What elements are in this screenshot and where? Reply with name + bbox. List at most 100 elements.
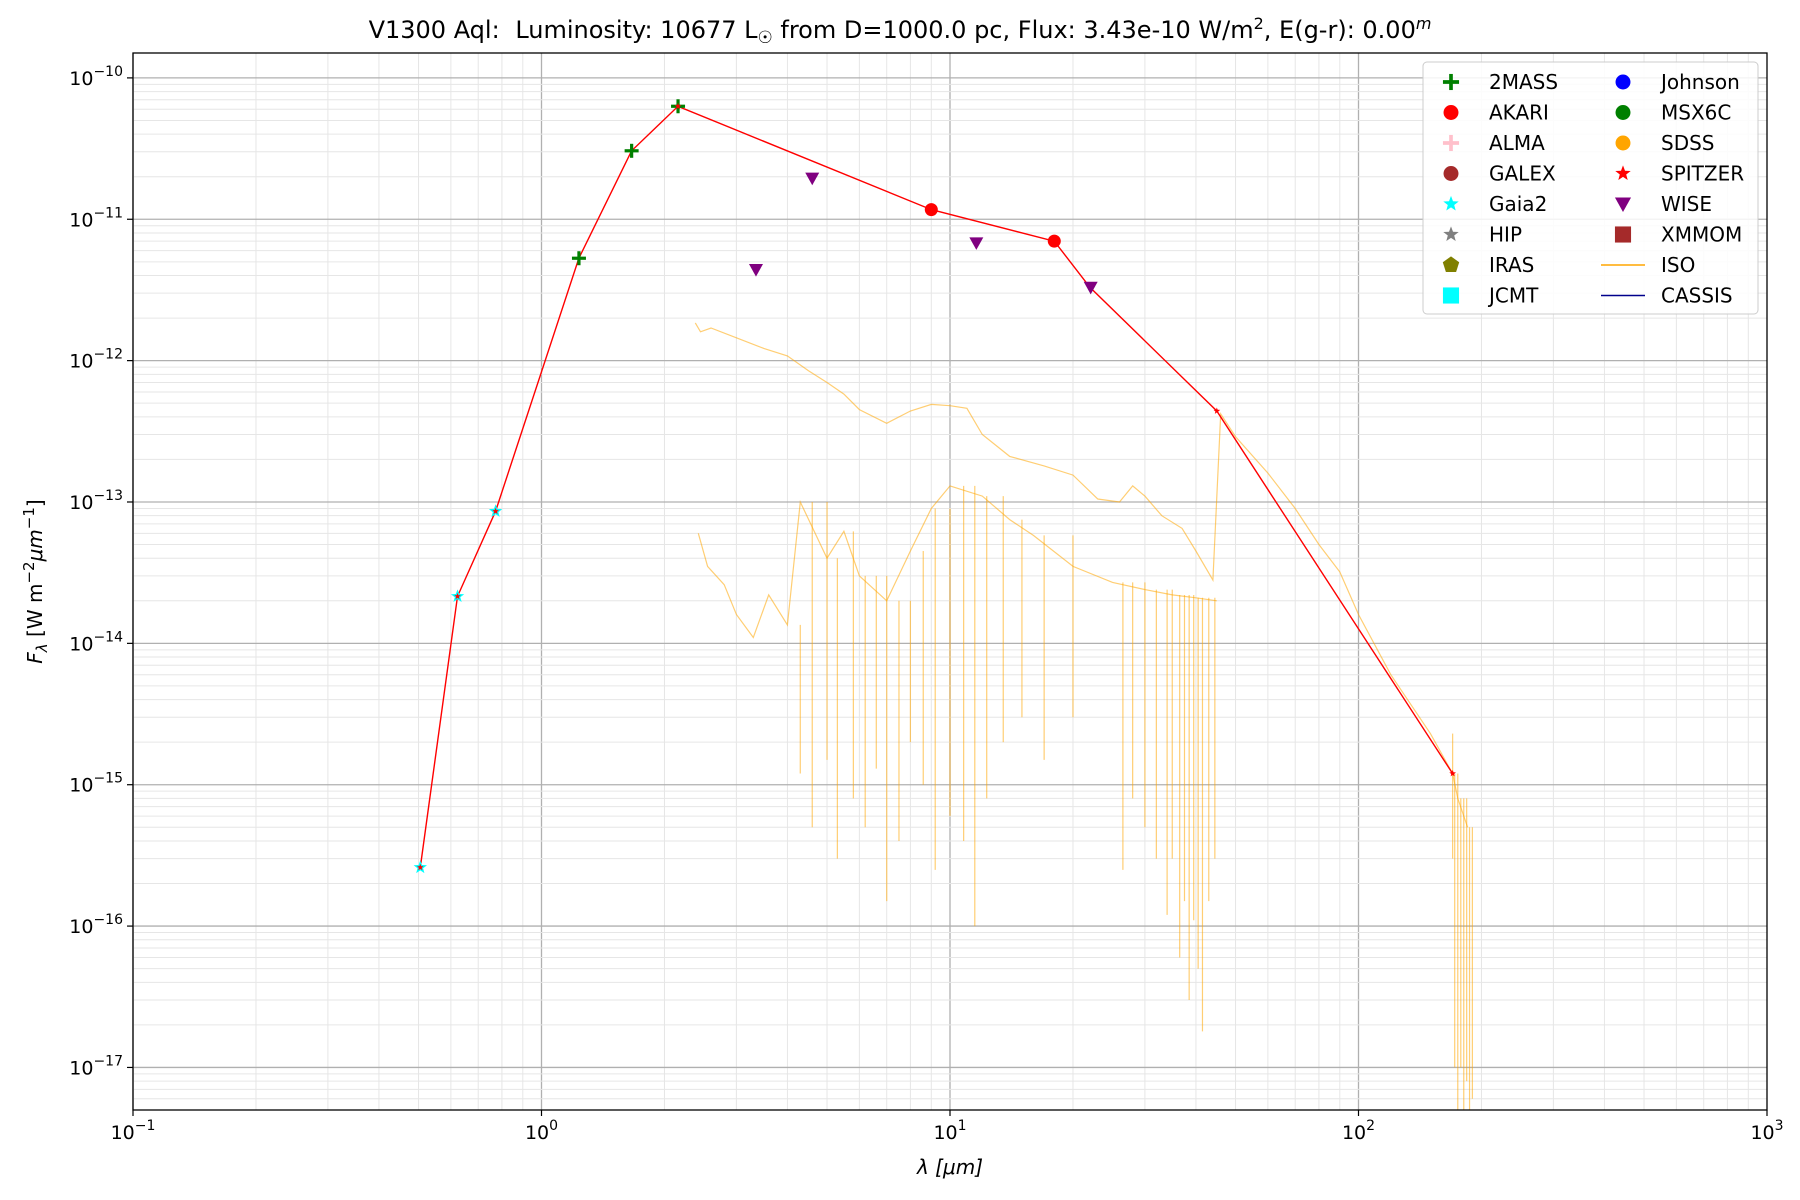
legend-label: Gaia2 (1489, 192, 1547, 216)
legend-marker (1614, 226, 1632, 243)
legend-label: CASSIS (1661, 284, 1733, 308)
title-star: V1300 Aql: (369, 16, 500, 44)
legend: 2MASS AKARI ALMA GALEX Gaia2 HIP IRAS JCMT Johns… (1422, 61, 1759, 315)
chart-title: V1300 Aql: Luminosity: 10677 L☉ from D=1… (369, 14, 1432, 48)
axis-ticks: 10−1 100 101 102 10310−1710−1610−1510−1410−1… (69, 64, 1783, 1144)
x-tick-base: 10 (1750, 1122, 1774, 1144)
y-tick-exponent: −12 (93, 347, 123, 363)
sed-polyline (419, 105, 1454, 868)
legend-marker (1615, 135, 1631, 151)
x-tick-base: 10 (525, 1122, 549, 1144)
y-tick-base: 10 (69, 633, 93, 655)
x-tick-exponent: −1 (135, 1118, 156, 1134)
legend-entry-cassis: CASSIS (1601, 284, 1733, 308)
wise-point (748, 264, 763, 277)
y-tick-exponent: −13 (93, 488, 123, 504)
legend-entry-akari: AKARI (1443, 101, 1549, 125)
legend-marker (1442, 287, 1460, 304)
legend-marker (1443, 105, 1459, 120)
legend-label: Johnson (1659, 70, 1740, 94)
title-luminosity: Luminosity: 10677 L (515, 16, 758, 44)
2mass-point (571, 251, 586, 266)
y-tick-exponent: −14 (93, 629, 123, 645)
legend-entry-2mass: 2MASS (1442, 70, 1558, 94)
y-label-unit-c: ] (23, 499, 47, 507)
photometry-points (413, 99, 1456, 874)
x-tick-exponent: 2 (1366, 1118, 1375, 1134)
legend-label: ISO (1661, 253, 1695, 277)
legend-entry-galex: GALEX (1443, 162, 1556, 186)
y-tick-exponent: −15 (93, 771, 123, 787)
spitzer-point (454, 592, 461, 600)
x-tick-label: 10−1 (111, 1118, 156, 1144)
x-tick-label: 100 (525, 1118, 558, 1144)
legend-entry-iso: ISO (1601, 253, 1695, 277)
iso-lower-trace (697, 485, 1217, 639)
y-tick-exponent: −11 (93, 205, 123, 221)
legend-marker (1615, 74, 1631, 90)
y-tick-base: 10 (69, 209, 93, 231)
legend-label: IRAS (1489, 253, 1534, 277)
y-tick-base: 10 (69, 916, 93, 938)
y-tick-label: 10−11 (69, 205, 123, 231)
2mass-point (624, 143, 639, 158)
x-tick-exponent: 1 (958, 1118, 967, 1134)
legend-marker (1615, 165, 1631, 180)
y-tick-exponent: −16 (93, 912, 123, 928)
legend-marker (1442, 73, 1460, 91)
y-tick-exponent: −10 (93, 64, 123, 80)
legend-entry-msx6c: MSX6C (1615, 101, 1731, 125)
legend-label: XMMOM (1661, 223, 1742, 247)
title-flux-exponent: 2 (1254, 14, 1264, 33)
y-axis-label: Fλ [W m−2μm−1] (20, 499, 51, 663)
wise-point (1083, 281, 1098, 295)
y-label-unit-b: μm (23, 529, 47, 562)
iso-upper-trace (694, 322, 1469, 828)
y-tick-exponent: −17 (93, 1053, 123, 1069)
y-tick-label: 10−17 (69, 1053, 123, 1079)
x-tick-label: 102 (1342, 1118, 1375, 1144)
title-flux: from D=1000.0 pc, Flux: 3.43e-10 W/m (773, 16, 1254, 44)
iso-spectrum (694, 322, 1473, 1110)
wise-point (805, 172, 820, 186)
legend-label: 2MASS (1489, 70, 1558, 94)
x-tick-exponent: 3 (1775, 1118, 1784, 1134)
y-label-subscript: λ (33, 643, 51, 653)
legend-entry-jcmt: JCMT (1442, 284, 1539, 308)
legend-marker (1443, 195, 1459, 211)
y-label-main: F (23, 652, 47, 664)
legend-entry-hip: HIP (1443, 223, 1522, 247)
legend-entry-johnson: Johnson (1615, 70, 1740, 94)
y-tick-label: 10−12 (69, 347, 123, 373)
y-tick-base: 10 (69, 775, 93, 797)
y-label-unit-a: [W m (23, 584, 47, 644)
legend-entry-spitzer: SPITZER (1615, 162, 1744, 186)
x-axis-label: λ [μm] (916, 1155, 983, 1179)
y-label-exp-b: −1 (20, 507, 38, 529)
y-tick-label: 10−13 (69, 488, 123, 514)
legend-label: GALEX (1489, 162, 1556, 186)
legend-marker (1442, 134, 1460, 152)
spitzer-point (492, 507, 499, 515)
akari-point (924, 203, 938, 217)
legend-label: MSX6C (1661, 101, 1731, 125)
legend-marker (1442, 256, 1460, 272)
legend-label: WISE (1661, 192, 1712, 216)
y-tick-base: 10 (69, 68, 93, 90)
y-tick-label: 10−14 (69, 629, 123, 655)
legend-label: SDSS (1661, 131, 1715, 155)
y-tick-base: 10 (69, 492, 93, 514)
legend-marker (1443, 166, 1459, 181)
legend-entry-xmmom: XMMOM (1614, 223, 1742, 247)
title-extinction: , E(g-r): 0.00 (1264, 16, 1416, 44)
akari-point (1047, 234, 1061, 248)
title-sun-symbol: ☉ (758, 28, 773, 48)
y-label-exp-a: −2 (20, 561, 38, 583)
spitzer-point (1449, 770, 1456, 777)
x-tick-base: 10 (1342, 1122, 1366, 1144)
legend-label: AKARI (1489, 101, 1549, 125)
spitzer-point (1213, 407, 1221, 414)
y-tick-base: 10 (69, 1057, 93, 1079)
legend-entry-iras: IRAS (1442, 253, 1534, 277)
legend-marker (1443, 226, 1459, 241)
